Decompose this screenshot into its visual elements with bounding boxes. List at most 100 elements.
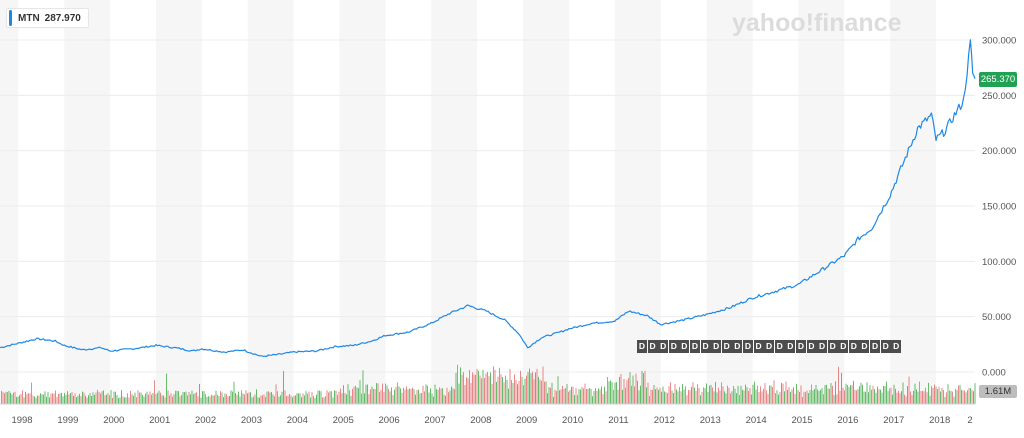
volume-bar [275, 384, 277, 404]
dividend-marker[interactable]: D [689, 340, 700, 353]
x-tick-label: 2 [967, 415, 972, 426]
volume-bar [731, 391, 733, 404]
ticker-legend[interactable]: MTN 287.970 [6, 8, 89, 28]
volume-bar [428, 392, 430, 404]
volume-bar [46, 396, 47, 404]
volume-bar [244, 394, 245, 404]
volume-bar [23, 397, 25, 404]
volume-bar [505, 375, 506, 404]
volume-bar [365, 384, 367, 404]
volume-bar [329, 391, 331, 404]
volume-bar [59, 393, 61, 404]
volume-bar [302, 393, 304, 404]
dividend-marker[interactable]: D [700, 340, 711, 353]
volume-bar [478, 370, 479, 404]
volume-bar [65, 394, 67, 404]
volume-bar [599, 389, 601, 404]
volume-bar [865, 391, 866, 404]
dividend-marker[interactable]: D [742, 340, 753, 353]
dividend-marker[interactable]: D [806, 340, 817, 353]
dividend-marker[interactable]: D [880, 340, 891, 353]
volume-bar [50, 393, 52, 404]
volume-bar [832, 385, 833, 404]
volume-bar [670, 382, 671, 404]
volume-bar [632, 375, 634, 404]
dividend-marker[interactable]: D [774, 340, 785, 353]
volume-bar [104, 395, 106, 404]
dividend-marker[interactable]: D [848, 340, 859, 353]
volume-bar [110, 390, 112, 404]
y-tick-label: 100.000 [982, 257, 1016, 268]
volume-bar [250, 392, 251, 404]
volume-bar [343, 385, 344, 404]
dividend-marker[interactable]: D [817, 340, 828, 353]
volume-bar [823, 394, 824, 404]
dividend-marker[interactable]: D [721, 340, 732, 353]
volume-bar [766, 390, 767, 404]
dividend-marker[interactable]: D [870, 340, 881, 353]
dividend-marker[interactable]: D [658, 340, 669, 353]
x-tick-label: 2011 [608, 415, 628, 426]
volume-bar [928, 382, 929, 404]
volume-bar [13, 392, 14, 404]
volume-bar [607, 377, 608, 404]
volume-bar [173, 394, 175, 404]
dividend-marker[interactable]: D [753, 340, 764, 353]
dividend-marker[interactable]: D [732, 340, 743, 353]
dividend-marker[interactable]: D [711, 340, 722, 353]
volume-bar [818, 391, 820, 404]
volume-bar [970, 388, 971, 404]
dividend-marker[interactable]: D [838, 340, 849, 353]
volume-bar [361, 393, 362, 404]
dividend-marker[interactable]: D [647, 340, 658, 353]
volume-bar [305, 391, 307, 404]
volume-bar [560, 389, 562, 404]
volume-bar [248, 392, 250, 404]
volume-bar [74, 393, 76, 404]
volume-bar [314, 398, 316, 404]
volume-bar [901, 391, 902, 404]
volume-bar [227, 396, 229, 404]
dividend-marker[interactable]: D [668, 340, 679, 353]
volume-bar [418, 389, 419, 404]
volume-bar [206, 396, 208, 404]
volume-bar [68, 394, 70, 404]
volume-bar [2, 391, 4, 404]
volume-bar [767, 393, 769, 404]
volume-bar [259, 397, 260, 404]
dividend-marker[interactable]: D [859, 340, 870, 353]
volume-bar [470, 383, 472, 404]
volume-bar [946, 392, 947, 404]
volume-bar [782, 383, 784, 404]
volume-bar [214, 395, 215, 404]
dividend-marker[interactable]: D [795, 340, 806, 353]
volume-bar [844, 390, 845, 404]
volume-bar [616, 382, 617, 404]
dividend-marker[interactable]: D [785, 340, 796, 353]
volume-bar [313, 396, 314, 404]
dividend-marker[interactable]: D [679, 340, 690, 353]
volume-bar [278, 396, 280, 404]
volume-bar [383, 391, 385, 404]
dividend-marker[interactable]: D [827, 340, 838, 353]
volume-bar [28, 393, 29, 404]
volume-bar [641, 370, 643, 404]
volume-bar [232, 391, 233, 404]
volume-bar [508, 388, 509, 404]
volume-bar [355, 385, 356, 404]
volume-bar [203, 391, 205, 404]
volume-bar [500, 374, 502, 404]
dividend-marker[interactable]: D [637, 340, 647, 353]
dividend-marker[interactable]: D [891, 340, 902, 353]
volume-bar [442, 388, 443, 404]
volume-bar [752, 384, 754, 404]
x-tick-label: 2016 [837, 415, 858, 426]
volume-bar [971, 390, 973, 404]
volume-bar [235, 393, 236, 404]
volume-bar [896, 392, 898, 404]
volume-bar [722, 386, 724, 404]
volume-bar [377, 383, 379, 404]
dividend-marker[interactable]: D [764, 340, 775, 353]
